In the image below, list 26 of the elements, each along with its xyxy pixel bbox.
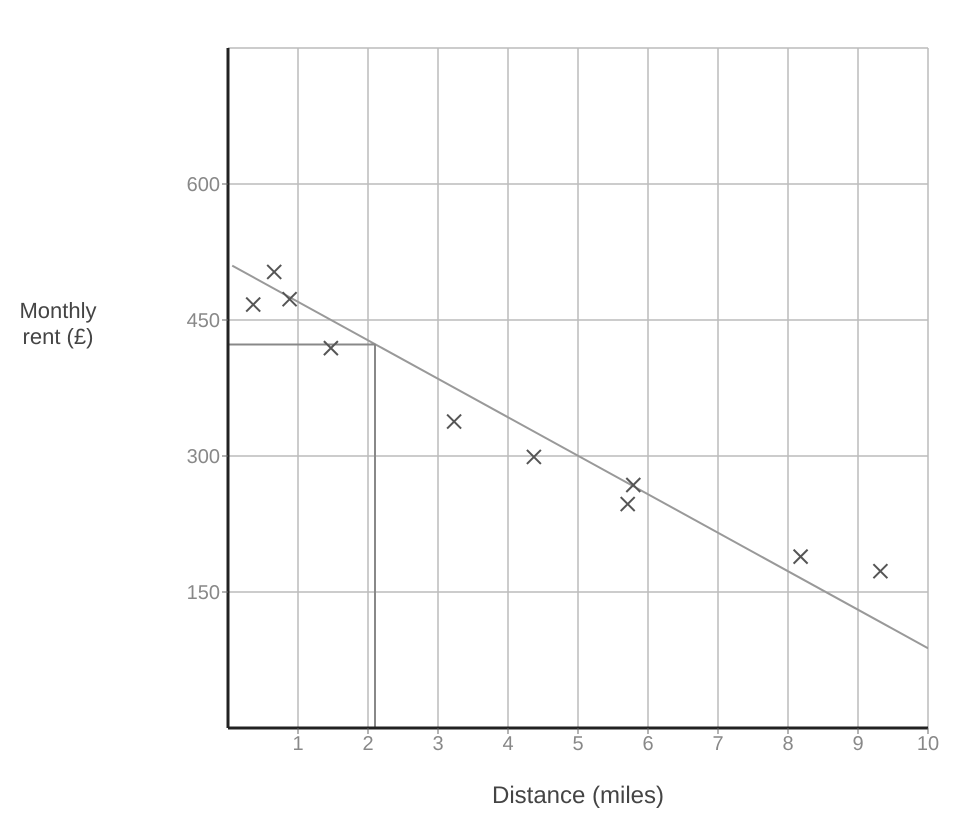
point [792,548,809,565]
x-tick-label: 7 [712,733,724,756]
x-tick-label: 8 [782,733,794,756]
x-tick-label: 3 [432,733,444,756]
y-axis-title: Monthly rent (£) [18,298,98,350]
point [526,448,542,465]
x-tick-label: 10 [916,733,940,756]
x-tick-label: 6 [642,733,654,756]
x-axis-title: Distance (miles) [492,782,664,809]
point [625,477,642,494]
y-tick-label: 450 [186,310,220,332]
y-tick-label: 600 [186,174,220,196]
point [620,496,636,512]
x-tick-label: 4 [502,733,514,756]
point [872,563,888,580]
point [322,340,339,356]
point [245,296,262,313]
x-tick-label: 1 [292,733,304,756]
point [282,291,298,308]
x-tick-label: 5 [572,733,584,756]
x-tick-label: 9 [852,733,864,756]
x-tick-label: 2 [362,733,374,756]
point [446,414,462,430]
y-tick-label: 150 [186,582,220,604]
y-tick-label: 300 [186,446,220,468]
point [266,264,282,280]
